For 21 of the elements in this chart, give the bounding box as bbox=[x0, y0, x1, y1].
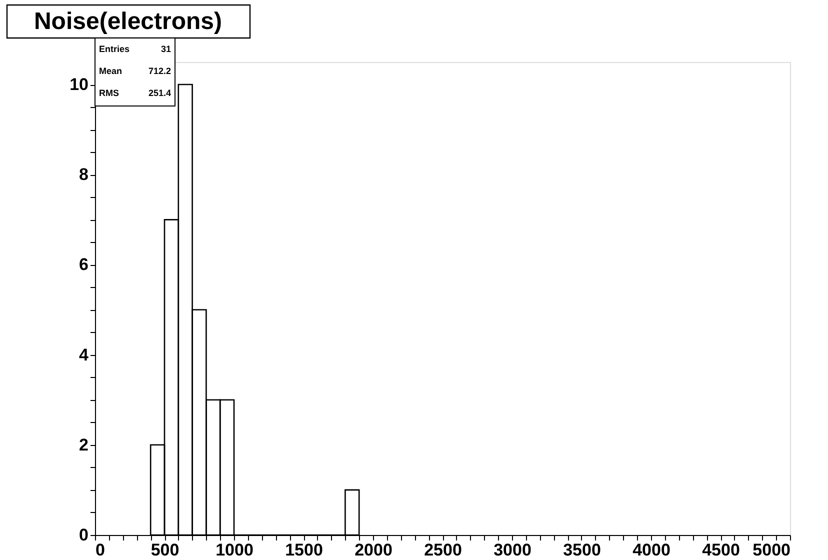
x-tick-label: 4000 bbox=[632, 540, 670, 560]
x-tick-label: 2000 bbox=[354, 540, 392, 560]
y-tick-label: 0 bbox=[79, 526, 88, 544]
x-tick-label: 1000 bbox=[216, 540, 254, 560]
x-tick-label: 5000 bbox=[752, 540, 790, 560]
y-tick-label: 8 bbox=[79, 165, 88, 184]
x-tick-label: 500 bbox=[150, 540, 180, 560]
y-tick-label: 4 bbox=[79, 345, 90, 364]
x-tick-label: 0 bbox=[96, 540, 105, 560]
text: Mean 712.2 bbox=[99, 66, 171, 76]
text: Entries 31 bbox=[99, 44, 171, 54]
y-tick-label: 6 bbox=[79, 255, 88, 274]
y-tick-label: 2 bbox=[79, 435, 88, 454]
x-tick-label: 4500 bbox=[702, 540, 740, 560]
y-tick-label: 10 bbox=[70, 75, 88, 94]
x-tick-label: 3000 bbox=[494, 540, 532, 560]
chart-title: Noise(electrons) bbox=[34, 8, 222, 35]
x-tick-label: 3500 bbox=[563, 540, 601, 560]
text: RMS 251.4 bbox=[99, 88, 171, 98]
x-tick-label: 1500 bbox=[285, 540, 323, 560]
x-tick-label: 2500 bbox=[424, 540, 462, 560]
